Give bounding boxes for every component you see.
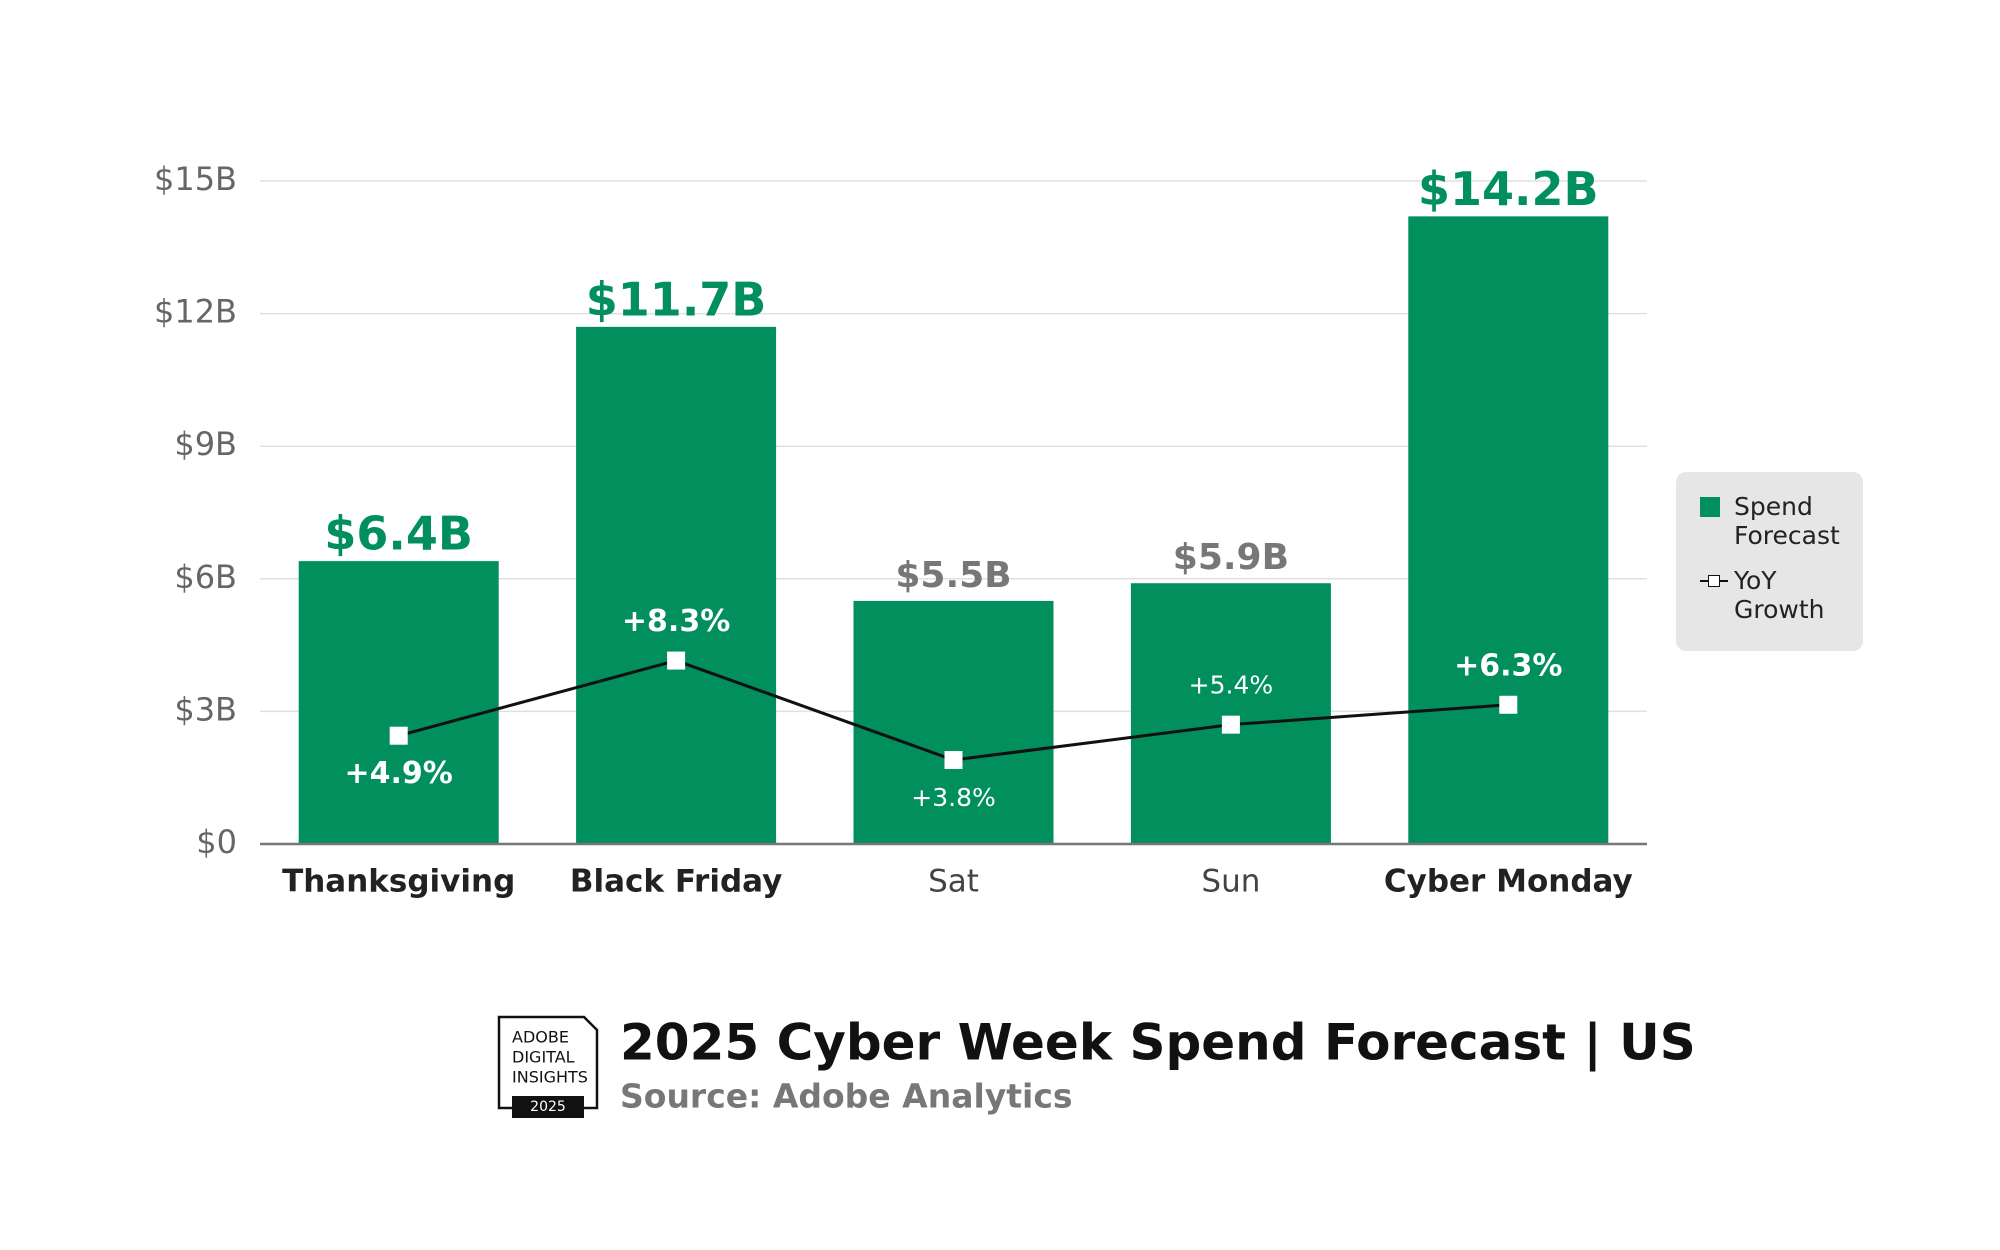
legend-item: Spend Forecast — [1700, 492, 1863, 550]
bar-value-label: $5.5B — [895, 555, 1011, 596]
badge-text: DIGITAL — [512, 1048, 575, 1067]
bar — [576, 326, 777, 844]
legend-item: YoY Growth — [1700, 566, 1863, 624]
legend: Spend Forecast YoY Growth — [1676, 472, 1863, 651]
bar — [1130, 583, 1331, 844]
y-tick-label: $3B — [174, 690, 237, 728]
growth-label: +6.3% — [1454, 648, 1562, 683]
growth-label: +3.8% — [911, 783, 995, 812]
badge: 2025 — [497, 1015, 599, 1118]
x-tick-label: Thanksgiving — [282, 864, 515, 900]
legend-label: Spend Forecast — [1734, 492, 1840, 550]
y-tick-label: $9B — [174, 425, 237, 463]
x-tick-label: Black Friday — [570, 864, 782, 900]
bar — [298, 561, 499, 844]
chart-title: 2025 Cyber Week Spend Forecast | US — [620, 1014, 1696, 1072]
bar-value-label: $5.9B — [1173, 537, 1289, 578]
legend-marker — [1708, 575, 1720, 587]
x-tick-label: Sun — [1201, 864, 1260, 900]
y-tick-label: $6B — [174, 558, 237, 596]
y-tick-label: $15B — [154, 160, 237, 198]
x-tick-label: Sat — [928, 864, 979, 900]
badge-year: 2025 — [530, 1099, 566, 1115]
bar-value-label: $14.2B — [1418, 162, 1599, 216]
y-tick-label: $0 — [196, 823, 237, 861]
bar — [853, 600, 1054, 844]
legend-label: YoY Growth — [1734, 566, 1825, 624]
x-tick-label: Cyber Monday — [1384, 864, 1633, 900]
growth-label: +4.9% — [345, 756, 453, 791]
bar-value-label: $6.4B — [324, 507, 473, 561]
growth-label: +5.4% — [1189, 671, 1273, 700]
growth-marker — [1221, 715, 1240, 734]
growth-marker — [667, 651, 686, 670]
bar — [1408, 216, 1609, 845]
bar-value-label: $11.7B — [586, 272, 767, 326]
badge-text: INSIGHTS — [512, 1068, 588, 1087]
growth-marker — [944, 751, 963, 770]
y-tick-label: $12B — [154, 293, 237, 331]
chart-subtitle: Source: Adobe Analytics — [620, 1077, 1073, 1116]
growth-marker — [1499, 695, 1518, 714]
growth-marker — [389, 726, 408, 745]
legend-swatch — [1700, 497, 1720, 517]
badge-text: ADOBE — [512, 1028, 569, 1047]
growth-label: +8.3% — [622, 604, 730, 639]
